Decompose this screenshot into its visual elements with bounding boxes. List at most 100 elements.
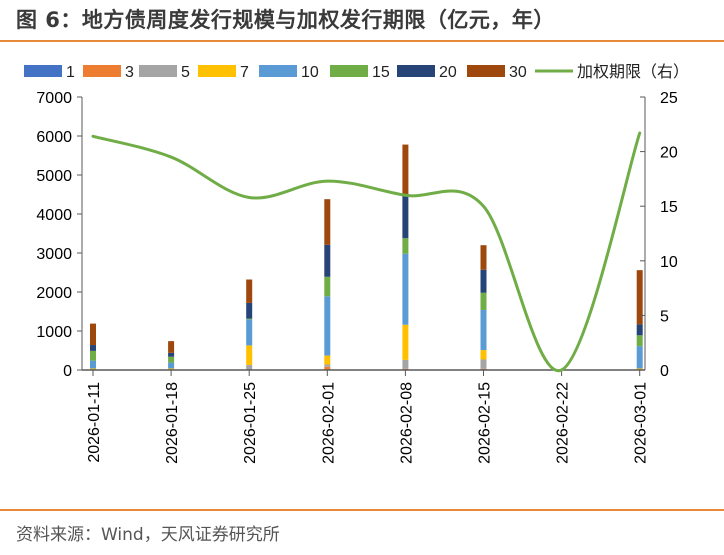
- bar-segment-15: [246, 318, 253, 320]
- x-tick-label: 2026-01-11: [86, 382, 103, 463]
- x-tick-label: 2026-02-08: [398, 382, 415, 464]
- left-tick-label: 1000: [36, 324, 72, 341]
- legend-swatch: [330, 65, 368, 77]
- stacked-bar-2026-02-01: [324, 199, 331, 370]
- bar-segment-20: [636, 324, 643, 336]
- left-tick-label: 2000: [36, 285, 72, 302]
- bar-segment-20: [90, 345, 96, 351]
- bar-segment-20: [480, 269, 487, 293]
- x-tick-label: 2026-01-18: [164, 382, 181, 464]
- legend-item: 20: [397, 64, 457, 81]
- legend-label: 10: [301, 64, 319, 81]
- axes: 0 1000 2000 3000 4000 5000 6000 7000 0 5 10 15 20 25 2…: [36, 90, 677, 464]
- bar-segment-30: [90, 323, 96, 346]
- legend-item: 7: [198, 64, 249, 81]
- bar-segment-30: [324, 199, 331, 245]
- legend-label: 加权期限（右）: [577, 63, 689, 81]
- chart-title: 图 6：地方债周度发行规模与加权发行期限（亿元，年）: [16, 8, 555, 32]
- left-tick-label: 0: [63, 363, 72, 380]
- bar-segment-7: [636, 368, 643, 370]
- x-tick-label: 2026-01-25: [242, 382, 259, 464]
- left-tick-label: 3000: [36, 246, 72, 263]
- legend-item: 加权期限（右）: [535, 63, 689, 81]
- legend-swatch: [397, 65, 435, 77]
- bar-segment-3: [324, 366, 331, 370]
- legend-item: 15: [330, 64, 390, 81]
- bar-segment-10: [168, 362, 175, 369]
- bar-segment-30: [402, 144, 409, 195]
- weighted-maturity-line: [91, 131, 642, 372]
- left-tick-label: 6000: [36, 129, 72, 146]
- legend-swatch: [198, 65, 236, 77]
- legend-swatch: [139, 65, 177, 77]
- title-divider: [0, 40, 724, 42]
- stacked-bar-2026-03-01: [636, 270, 643, 370]
- legend-item: 5: [139, 64, 190, 81]
- bar-segment-5: [246, 364, 253, 370]
- bar-segment-10: [324, 296, 331, 356]
- bar-segment-15: [402, 238, 409, 254]
- stacked-bar-2026-02-15: [480, 245, 487, 370]
- bar-segment-5: [324, 364, 331, 367]
- bar-segment-7: [402, 324, 409, 360]
- bar-segment-5: [402, 359, 409, 369]
- bar-segment-20: [246, 302, 253, 319]
- legend: 1 3 5 7 10 15 20 30 加权期限（右）: [24, 63, 689, 81]
- left-tick-label: 7000: [36, 90, 72, 107]
- bar-segment-15: [324, 276, 331, 297]
- source-note: 资料来源：Wind，天风证券研究所: [16, 525, 280, 545]
- bar-segment-7: [246, 345, 253, 365]
- bar-segment-20: [324, 244, 331, 277]
- bar-segment-15: [90, 350, 96, 361]
- right-tick-label: 10: [660, 254, 678, 271]
- bar-segment-15: [636, 335, 643, 347]
- x-tick-label: 2026-02-15: [477, 382, 494, 464]
- left-tick-label: 4000: [36, 207, 72, 224]
- bar-segment-10: [246, 319, 253, 346]
- bar-segment-7: [168, 368, 175, 370]
- left-tick-label: 5000: [36, 168, 72, 185]
- x-tick-label: 2026-02-01: [320, 382, 337, 464]
- right-tick-label: 5: [660, 308, 669, 325]
- bar-segment-30: [636, 270, 643, 325]
- legend-swatch: [24, 65, 62, 77]
- legend-swatch: [467, 65, 505, 77]
- legend-item: 3: [83, 64, 134, 81]
- bar-segment-10: [480, 309, 487, 351]
- bar-segment-5: [480, 359, 487, 369]
- legend-label: 15: [372, 64, 390, 81]
- right-tick-label: 20: [660, 145, 678, 162]
- x-tick-label: 2026-03-01: [633, 382, 650, 464]
- legend-label: 3: [125, 64, 134, 81]
- legend-label: 7: [240, 64, 249, 81]
- stacked-bars: [90, 144, 643, 370]
- bar-segment-10: [402, 253, 409, 325]
- bar-segment-10: [90, 360, 96, 369]
- stacked-bar-2026-01-18: [168, 341, 175, 370]
- bar-segment-7: [90, 368, 96, 370]
- right-tick-label: 15: [660, 199, 678, 216]
- bar-segment-30: [246, 279, 253, 303]
- line-weighted-maturity: [91, 131, 642, 372]
- bar-segment-30: [480, 245, 487, 270]
- footer-divider: [0, 509, 724, 511]
- stacked-bar-2026-01-11: [90, 323, 96, 370]
- legend-label: 5: [181, 64, 190, 81]
- bar-segment-15: [480, 292, 487, 310]
- legend-item: 1: [24, 64, 75, 81]
- bar-segment-10: [636, 346, 643, 369]
- legend-label: 1: [66, 64, 75, 81]
- bar-segment-20: [402, 194, 409, 239]
- bar-segment-30: [168, 341, 175, 353]
- legend-item: 30: [467, 64, 527, 81]
- stacked-bar-2026-02-08: [402, 144, 409, 370]
- bar-segment-15: [168, 356, 175, 363]
- legend-item: 10: [259, 64, 319, 81]
- bar-segment-7: [480, 350, 487, 360]
- stacked-bar-2026-01-25: [246, 279, 253, 370]
- right-tick-label: 25: [660, 90, 678, 107]
- bar-segment-7: [324, 355, 331, 365]
- right-tick-label: 0: [660, 363, 669, 380]
- bar-segment-20: [168, 352, 175, 357]
